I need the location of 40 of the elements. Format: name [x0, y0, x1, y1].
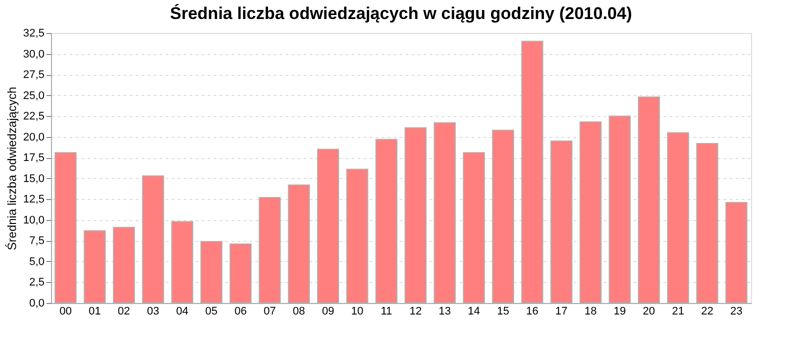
y-tick-label: 5,0 [29, 256, 44, 268]
y-tick-label: 10,0 [23, 214, 44, 226]
x-tick-label: 11 [380, 306, 392, 318]
x-tick-label: 17 [555, 306, 568, 318]
x-tick-label: 12 [409, 306, 422, 318]
x-tick-label: 01 [88, 306, 101, 318]
x-tick-label: 09 [322, 306, 334, 318]
x-tick-label: 23 [730, 306, 743, 318]
chart-title: Średnia liczba odwiedzających w ciągu godziny (2010.04) [170, 3, 632, 23]
x-tick-label: 13 [438, 306, 451, 318]
x-tick-label: 10 [351, 306, 364, 318]
y-tick-label: 12,5 [23, 194, 44, 206]
x-tick-label: 03 [146, 306, 160, 318]
x-tick-label: 15 [496, 306, 510, 318]
y-tick-label: 25,0 [23, 90, 44, 102]
x-tick-label: 21 [672, 306, 684, 318]
x-tick-label: 18 [584, 306, 597, 318]
y-tick-label: 27,5 [23, 69, 44, 82]
y-tick-label: 7,5 [29, 235, 44, 248]
x-tick-label: 04 [176, 306, 188, 318]
y-tick-label: 17,5 [23, 152, 44, 164]
y-tick-label: 30,0 [23, 48, 44, 60]
y-axis-title: Średnia liczba odwiedzających [5, 86, 20, 250]
y-tick-label: 20,0 [23, 131, 44, 144]
y-tick-label: 2,5 [29, 276, 44, 289]
x-tick-label: 19 [614, 306, 626, 318]
x-tick-label: 06 [234, 306, 247, 318]
x-tick-label: 05 [205, 306, 218, 318]
y-tick-label: 0,0 [29, 298, 44, 310]
x-tick-label: 00 [59, 306, 72, 318]
x-tick-label: 22 [701, 306, 714, 318]
x-tick-label: 16 [526, 306, 538, 318]
x-tick-label: 07 [264, 306, 276, 318]
x-tick-label: 20 [642, 306, 656, 318]
y-tick-label: 22,5 [23, 110, 44, 123]
x-tick-label: 02 [118, 306, 130, 318]
x-tick-label: 08 [292, 306, 306, 318]
x-tick-label: 14 [468, 306, 480, 318]
y-tick-label: 32,5 [23, 28, 44, 40]
y-tick-label: 15,0 [23, 172, 44, 185]
